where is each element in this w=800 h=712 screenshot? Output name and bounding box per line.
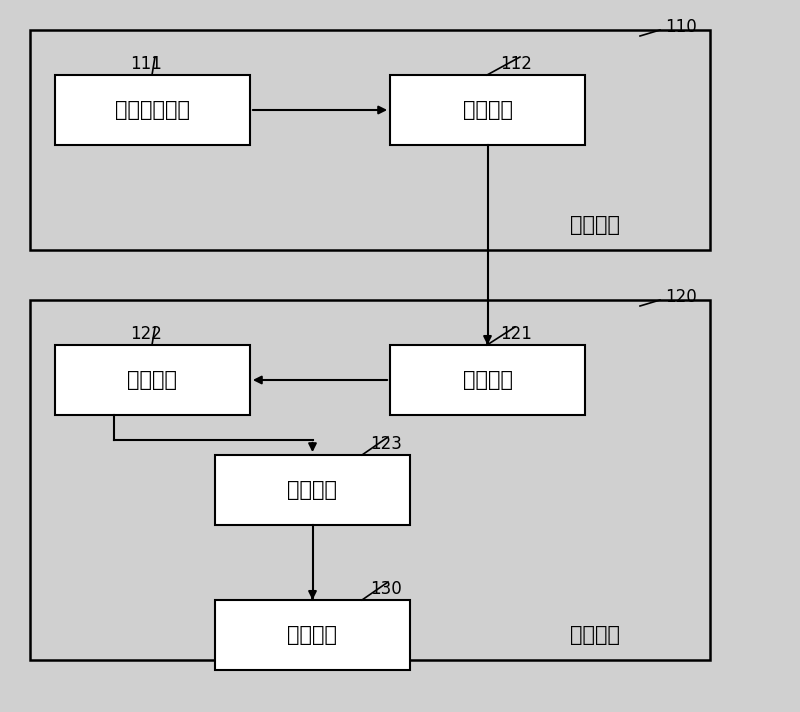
Text: 加速感应芯片: 加速感应芯片 [115, 100, 190, 120]
Text: 122: 122 [130, 325, 162, 343]
Text: 采样单元: 采样单元 [462, 100, 513, 120]
Text: 振动装置: 振动装置 [287, 625, 338, 645]
Text: 112: 112 [500, 55, 532, 73]
Text: 120: 120 [665, 288, 697, 306]
Bar [390, 75, 585, 145]
Text: 控制装置: 控制装置 [570, 625, 620, 645]
Bar [30, 300, 710, 660]
Text: 滤波单元: 滤波单元 [462, 370, 513, 390]
Bar [30, 30, 710, 250]
Bar [390, 345, 585, 415]
Bar [215, 455, 410, 525]
Bar [55, 75, 250, 145]
Text: 执行单元: 执行单元 [287, 480, 338, 500]
Bar [215, 600, 410, 670]
Text: 121: 121 [500, 325, 532, 343]
Text: 处理单元: 处理单元 [127, 370, 178, 390]
Text: 130: 130 [370, 580, 402, 598]
Text: 检测装置: 检测装置 [570, 215, 620, 235]
Text: 111: 111 [130, 55, 162, 73]
Text: 123: 123 [370, 435, 402, 453]
Text: 110: 110 [665, 18, 697, 36]
Bar [55, 345, 250, 415]
